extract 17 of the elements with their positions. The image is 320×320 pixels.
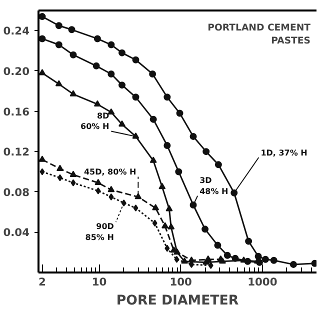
x-tick-label: 10: [92, 276, 107, 288]
y-tick-label: 0.08: [3, 186, 30, 199]
y-tick-label: 0.24: [3, 24, 30, 38]
text: 1D, 37% H: [260, 148, 308, 158]
legend-label: 90D 85% H: [85, 222, 114, 242]
y-tick-label: 0.20: [3, 64, 30, 78]
y-tick-label: 0.12: [3, 146, 30, 159]
text: PORTLAND CEMENT PASTES: [208, 22, 312, 47]
series-label: 45D, 80% H: [84, 168, 136, 177]
series-label: 3D 48% H: [200, 176, 228, 196]
x-tick-label: 2: [38, 276, 46, 288]
x-tick-label: 100: [170, 276, 192, 288]
y-tick-label: 0.16: [3, 105, 30, 118]
y-tick-label: 0.04: [3, 226, 30, 240]
x-axis-title: PORE DIAMETER: [116, 294, 239, 308]
series-label: 8D 60% H: [80, 111, 110, 132]
x-tick-label: 1000: [248, 276, 278, 288]
